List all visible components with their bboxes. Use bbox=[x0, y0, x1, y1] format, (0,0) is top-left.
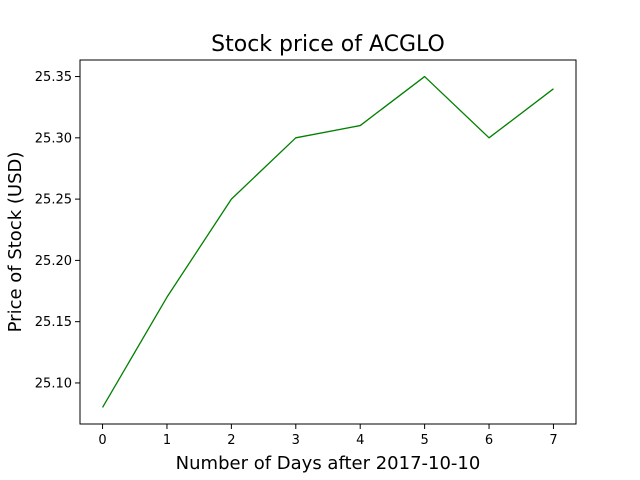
series-line bbox=[101, 75, 554, 408]
x-tick-label: 4 bbox=[356, 433, 364, 448]
x-tick-label: 2 bbox=[227, 433, 235, 448]
y-tick-label: 25.10 bbox=[35, 376, 72, 391]
x-tick-label: 3 bbox=[292, 433, 300, 448]
x-tick-label: 6 bbox=[485, 433, 493, 448]
x-tick-label: 7 bbox=[549, 433, 557, 448]
plot-frame bbox=[79, 59, 577, 425]
y-tick-label: 25.35 bbox=[35, 70, 72, 85]
x-axis: 0 1 2 3 4 5 6 7 bbox=[98, 424, 558, 448]
y-tick-label: 25.20 bbox=[35, 254, 72, 269]
chart-title: Stock price of ACGLO bbox=[211, 32, 445, 57]
y-tick-label: 25.30 bbox=[35, 131, 72, 146]
y-axis-label: Price of Stock (USD) bbox=[5, 152, 26, 333]
x-tick-label: 1 bbox=[163, 433, 171, 448]
plot-area: 25.10 25.15 25.20 25.25 25.30 25.35 0 1 2 3 4 5 6 7 bbox=[35, 59, 577, 448]
series-lines bbox=[101, 75, 554, 408]
y-tick-label: 25.15 bbox=[35, 315, 72, 330]
x-tick-label: 0 bbox=[98, 433, 106, 448]
y-tick-label: 25.25 bbox=[35, 193, 72, 208]
y-axis: 25.10 25.15 25.20 25.25 25.30 25.35 bbox=[35, 70, 80, 391]
x-tick-label: 5 bbox=[420, 433, 428, 448]
x-axis-label: Number of Days after 2017-10-10 bbox=[176, 453, 481, 474]
